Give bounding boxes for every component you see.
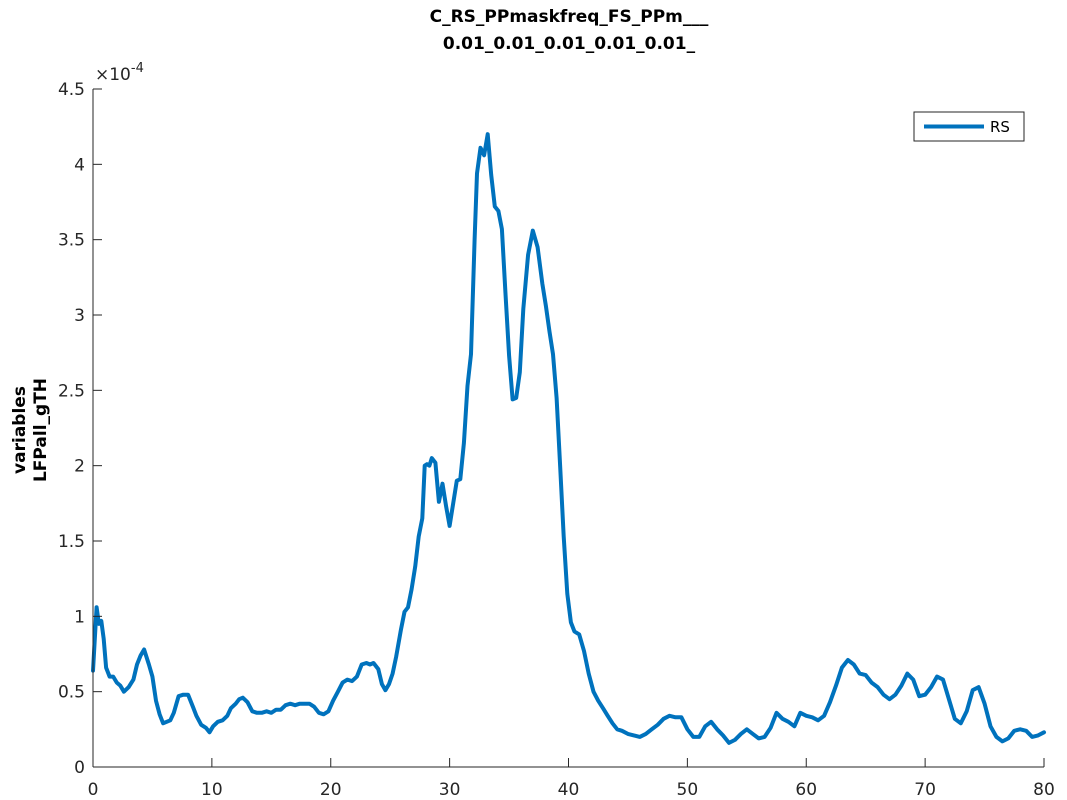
legend: RS bbox=[913, 111, 1025, 142]
y-exponent-base: ×10 bbox=[95, 65, 131, 85]
y-tick-label: 4 bbox=[74, 155, 85, 175]
x-tick-label: 70 bbox=[914, 780, 936, 800]
legend-label-rs: RS bbox=[990, 118, 1010, 136]
y-tick-label: 0 bbox=[74, 758, 85, 778]
y-tick-label: 1 bbox=[74, 607, 85, 627]
chart-title-line-1: C_RS_PPmaskfreq_FS_PPm___ bbox=[430, 7, 709, 27]
x-tick-label: 20 bbox=[320, 780, 342, 800]
x-tick-label: 0 bbox=[88, 780, 99, 800]
x-tick-label: 60 bbox=[795, 780, 817, 800]
y-tick-label: 2.5 bbox=[58, 381, 85, 401]
y-axis-ticks: 0 0.5 1 1.5 2 2.5 3 3.5 4 4.5 bbox=[58, 80, 102, 778]
y-axis-exponent: ×10-4 bbox=[95, 61, 144, 85]
y-axis-label-line-2: LFPall_gTH bbox=[31, 378, 51, 482]
y-tick-label: 2 bbox=[74, 457, 85, 477]
x-tick-label: 30 bbox=[439, 780, 461, 800]
x-axis-ticks: 0 10 20 30 40 50 60 70 80 bbox=[88, 758, 1055, 800]
y-tick-label: 3 bbox=[74, 306, 85, 326]
y-tick-label: 1.5 bbox=[58, 532, 85, 552]
series-line-rs bbox=[91, 132, 1046, 745]
y-tick-label: 3.5 bbox=[58, 231, 85, 251]
y-axis-label-line-1: variables bbox=[10, 386, 30, 474]
x-tick-label: 80 bbox=[1033, 780, 1055, 800]
x-tick-label: 10 bbox=[201, 780, 223, 800]
y-tick-label: 0.5 bbox=[58, 683, 85, 703]
x-tick-label: 50 bbox=[677, 780, 699, 800]
plot-area bbox=[91, 132, 1046, 745]
y-exponent-power: -4 bbox=[131, 61, 144, 76]
chart-title-line-2: 0.01_0.01_0.01_0.01_0.01_ bbox=[443, 34, 696, 54]
y-tick-label: 4.5 bbox=[58, 80, 85, 100]
x-tick-label: 40 bbox=[558, 780, 580, 800]
